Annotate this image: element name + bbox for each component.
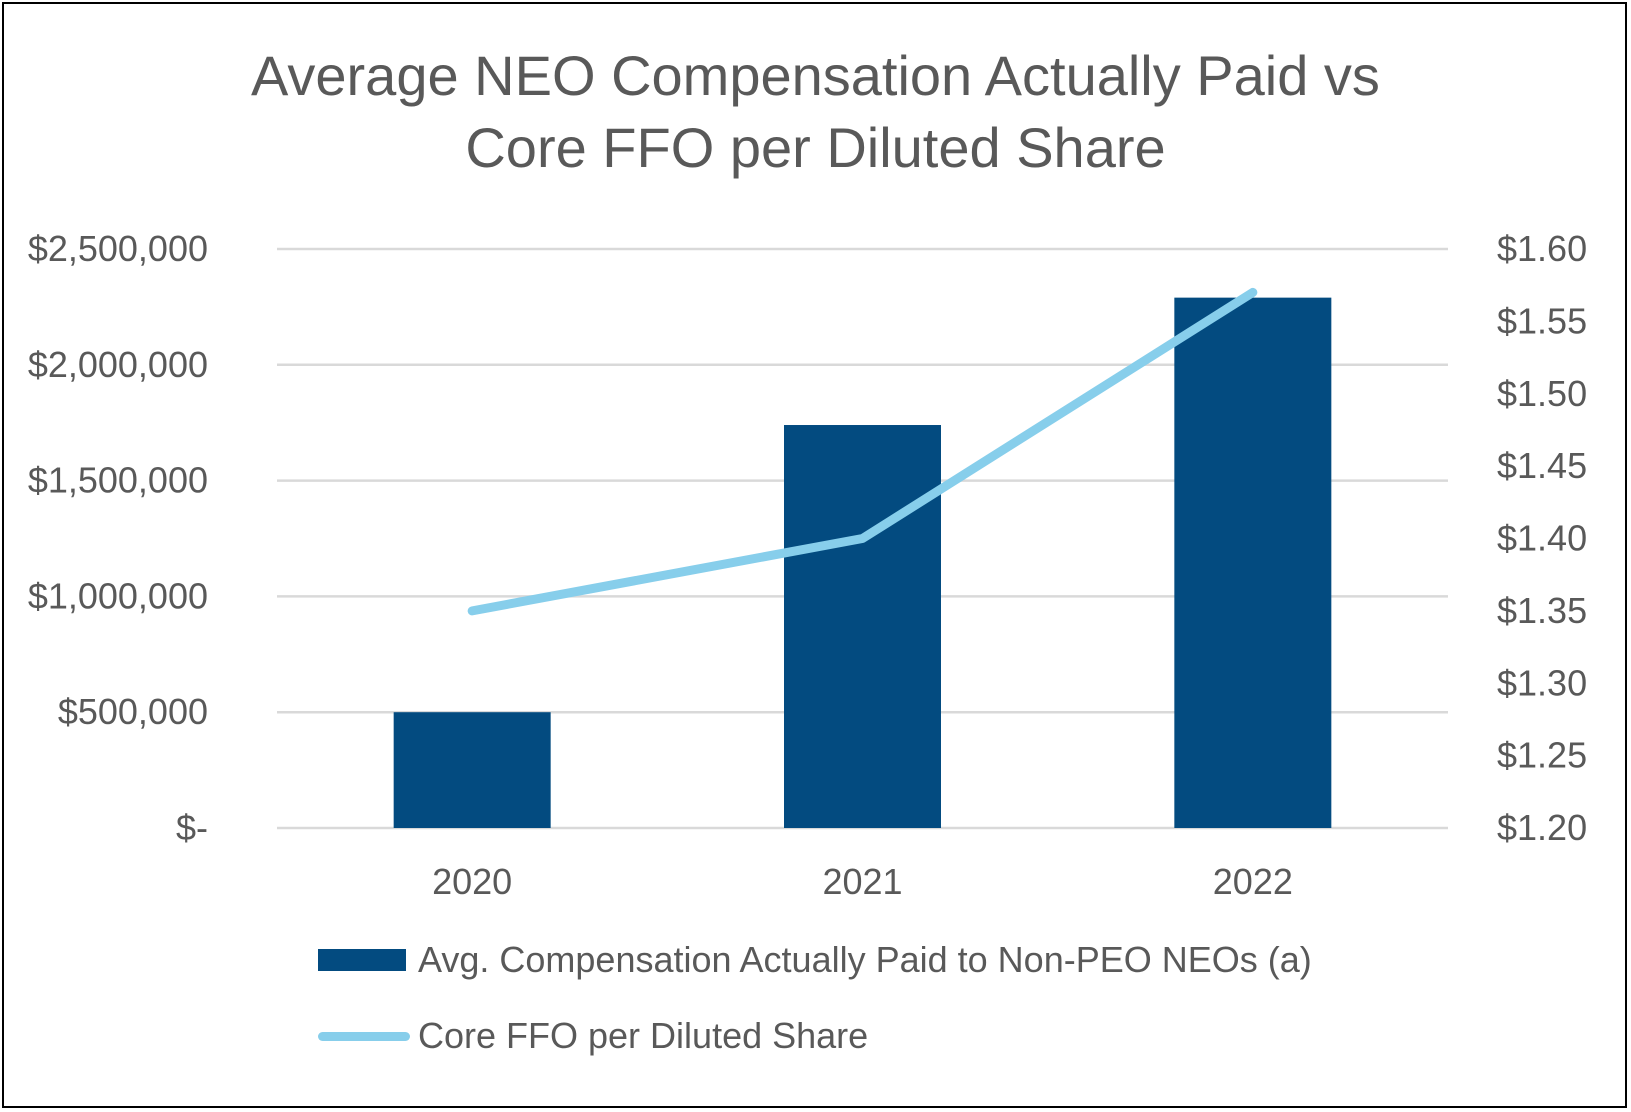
legend-item-line: Core FFO per Diluted Share	[318, 1015, 1312, 1056]
right-tick-label: $1.25	[1497, 735, 1587, 776]
bar-2020	[393, 712, 551, 828]
right-tick-label: $1.45	[1497, 445, 1587, 486]
left-tick-label: $2,000,000	[28, 344, 208, 385]
legend-label-line: Core FFO per Diluted Share	[418, 1015, 869, 1056]
legend-swatch-line	[318, 1031, 410, 1041]
x-tick-label: 2020	[432, 861, 512, 902]
left-tick-label: $500,000	[58, 691, 208, 732]
right-tick-label: $1.50	[1497, 373, 1587, 414]
left-tick-label: $-	[176, 807, 208, 848]
legend-item-bars: Avg. Compensation Actually Paid to Non-P…	[318, 939, 1312, 980]
right-tick-label: $1.60	[1497, 228, 1587, 269]
chart-title: Average NEO Compensation Actually Paid v…	[0, 40, 1631, 184]
bar-2021	[784, 425, 941, 828]
chart-title-line-1: Average NEO Compensation Actually Paid v…	[251, 44, 1380, 107]
left-tick-label: $2,500,000	[28, 228, 208, 269]
right-tick-label: $1.40	[1497, 518, 1587, 559]
right-tick-label: $1.30	[1497, 662, 1587, 703]
line-series	[467, 287, 1258, 616]
legend: Avg. Compensation Actually Paid to Non-P…	[318, 939, 1312, 1092]
x-axis-tick-labels: 2020 2021 2022	[432, 861, 1293, 902]
right-tick-label: $1.35	[1497, 590, 1587, 631]
x-tick-label: 2022	[1213, 861, 1293, 902]
left-tick-label: $1,500,000	[28, 460, 208, 501]
bar-2022	[1174, 297, 1332, 828]
bar-series	[393, 297, 1332, 828]
right-tick-label: $1.20	[1497, 807, 1587, 848]
left-axis-tick-labels: $- $500,000 $1,000,000 $1,500,000 $2,000,000…	[28, 228, 208, 848]
right-axis-tick-labels: $1.20 $1.25 $1.30 $1.35 $1.40 $1.45 $1.50 $1.55…	[1497, 228, 1587, 848]
right-tick-label: $1.55	[1497, 300, 1587, 341]
chart-title-line-2: Core FFO per Diluted Share	[465, 116, 1166, 179]
legend-label-bars: Avg. Compensation Actually Paid to Non-P…	[418, 939, 1312, 980]
left-tick-label: $1,000,000	[28, 575, 208, 616]
x-tick-label: 2021	[822, 861, 902, 902]
line-core-ffo	[467, 287, 1258, 616]
legend-swatch-bar	[318, 949, 406, 971]
